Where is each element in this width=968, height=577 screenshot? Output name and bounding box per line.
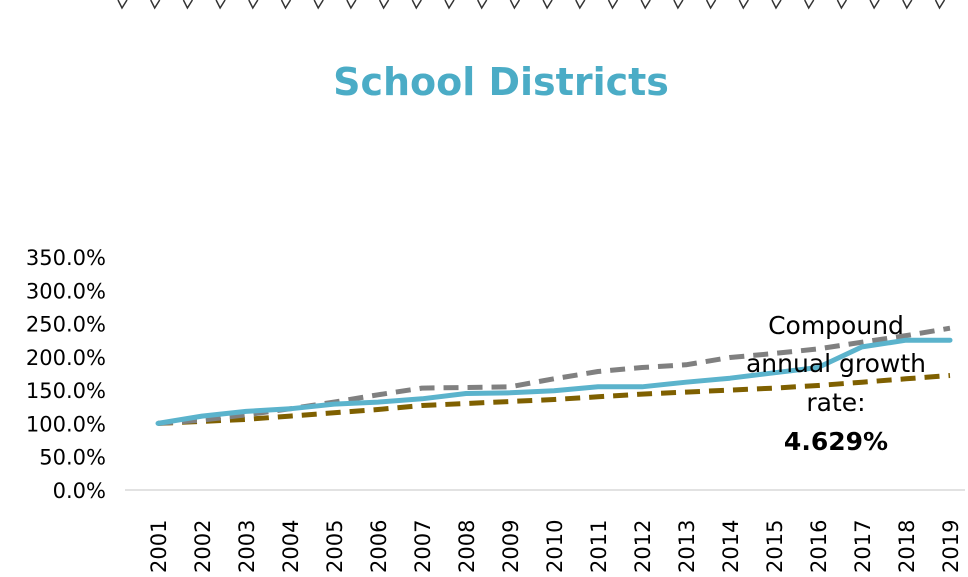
- x-tick-label: 2011: [587, 520, 611, 573]
- x-tick-label: 2010: [543, 520, 567, 573]
- top-mark: [183, 0, 192, 8]
- top-mark: [641, 0, 650, 8]
- top-mark: [510, 0, 519, 8]
- top-mark: [936, 0, 945, 8]
- top-mark: [739, 0, 748, 8]
- y-tick-label: 250.0%: [26, 313, 106, 337]
- annotation-value: 4.629%: [784, 427, 888, 456]
- top-mark: [445, 0, 454, 8]
- top-mark: [478, 0, 487, 8]
- top-mark: [609, 0, 618, 8]
- x-tick-label: 2017: [851, 520, 875, 573]
- top-mark: [543, 0, 552, 8]
- y-tick-label: 0.0%: [53, 479, 106, 503]
- chart-title: School Districts: [333, 60, 669, 104]
- x-tick-label: 2013: [675, 520, 699, 573]
- x-tick-label: 2006: [367, 520, 391, 573]
- x-tick-label: 2007: [411, 520, 435, 573]
- top-mark: [805, 0, 814, 8]
- x-tick-label: 2008: [455, 520, 479, 573]
- x-tick-label: 2019: [939, 520, 963, 573]
- top-mark: [772, 0, 781, 8]
- x-tick-label: 2001: [147, 520, 171, 573]
- x-tick-label: 2003: [235, 520, 259, 573]
- x-tick-label: 2016: [807, 520, 831, 573]
- annotation-line-3: rate:: [806, 388, 865, 417]
- top-mark: [837, 0, 846, 8]
- x-tick-label: 2004: [279, 520, 303, 573]
- top-legend-marks: [118, 0, 945, 8]
- top-mark: [576, 0, 585, 8]
- x-tick-label: 2018: [895, 520, 919, 573]
- top-mark: [674, 0, 683, 8]
- y-tick-label: 350.0%: [26, 246, 106, 270]
- x-tick-label: 2005: [323, 520, 347, 573]
- top-mark: [118, 0, 127, 8]
- x-tick-label: 2014: [719, 520, 743, 573]
- top-mark: [216, 0, 225, 8]
- top-mark: [151, 0, 160, 8]
- top-mark: [707, 0, 716, 8]
- top-mark: [347, 0, 356, 8]
- x-tick-label: 2002: [191, 520, 215, 573]
- annotation-line-1: Compound: [768, 311, 904, 340]
- top-mark: [282, 0, 291, 8]
- top-mark: [380, 0, 389, 8]
- y-tick-label: 100.0%: [26, 412, 106, 436]
- top-mark: [903, 0, 912, 8]
- x-tick-label: 2015: [763, 520, 787, 573]
- annotation-line-2: annual growth: [746, 349, 926, 378]
- top-mark: [249, 0, 258, 8]
- x-tick-label: 2009: [499, 520, 523, 573]
- x-tick-label: 2012: [631, 520, 655, 573]
- top-mark: [412, 0, 421, 8]
- top-mark: [870, 0, 879, 8]
- y-tick-label: 50.0%: [39, 446, 106, 470]
- y-axis: 0.0% 50.0% 100.0% 150.0% 200.0% 250.0% 300.0% 3…: [26, 246, 106, 503]
- y-tick-label: 300.0%: [26, 279, 106, 303]
- y-tick-label: 150.0%: [26, 379, 106, 403]
- top-mark: [314, 0, 323, 8]
- x-axis: 2001 2002 2003 2004 2005 2006 2007 2008 2009 2010…: [147, 520, 963, 573]
- y-tick-label: 200.0%: [26, 346, 106, 370]
